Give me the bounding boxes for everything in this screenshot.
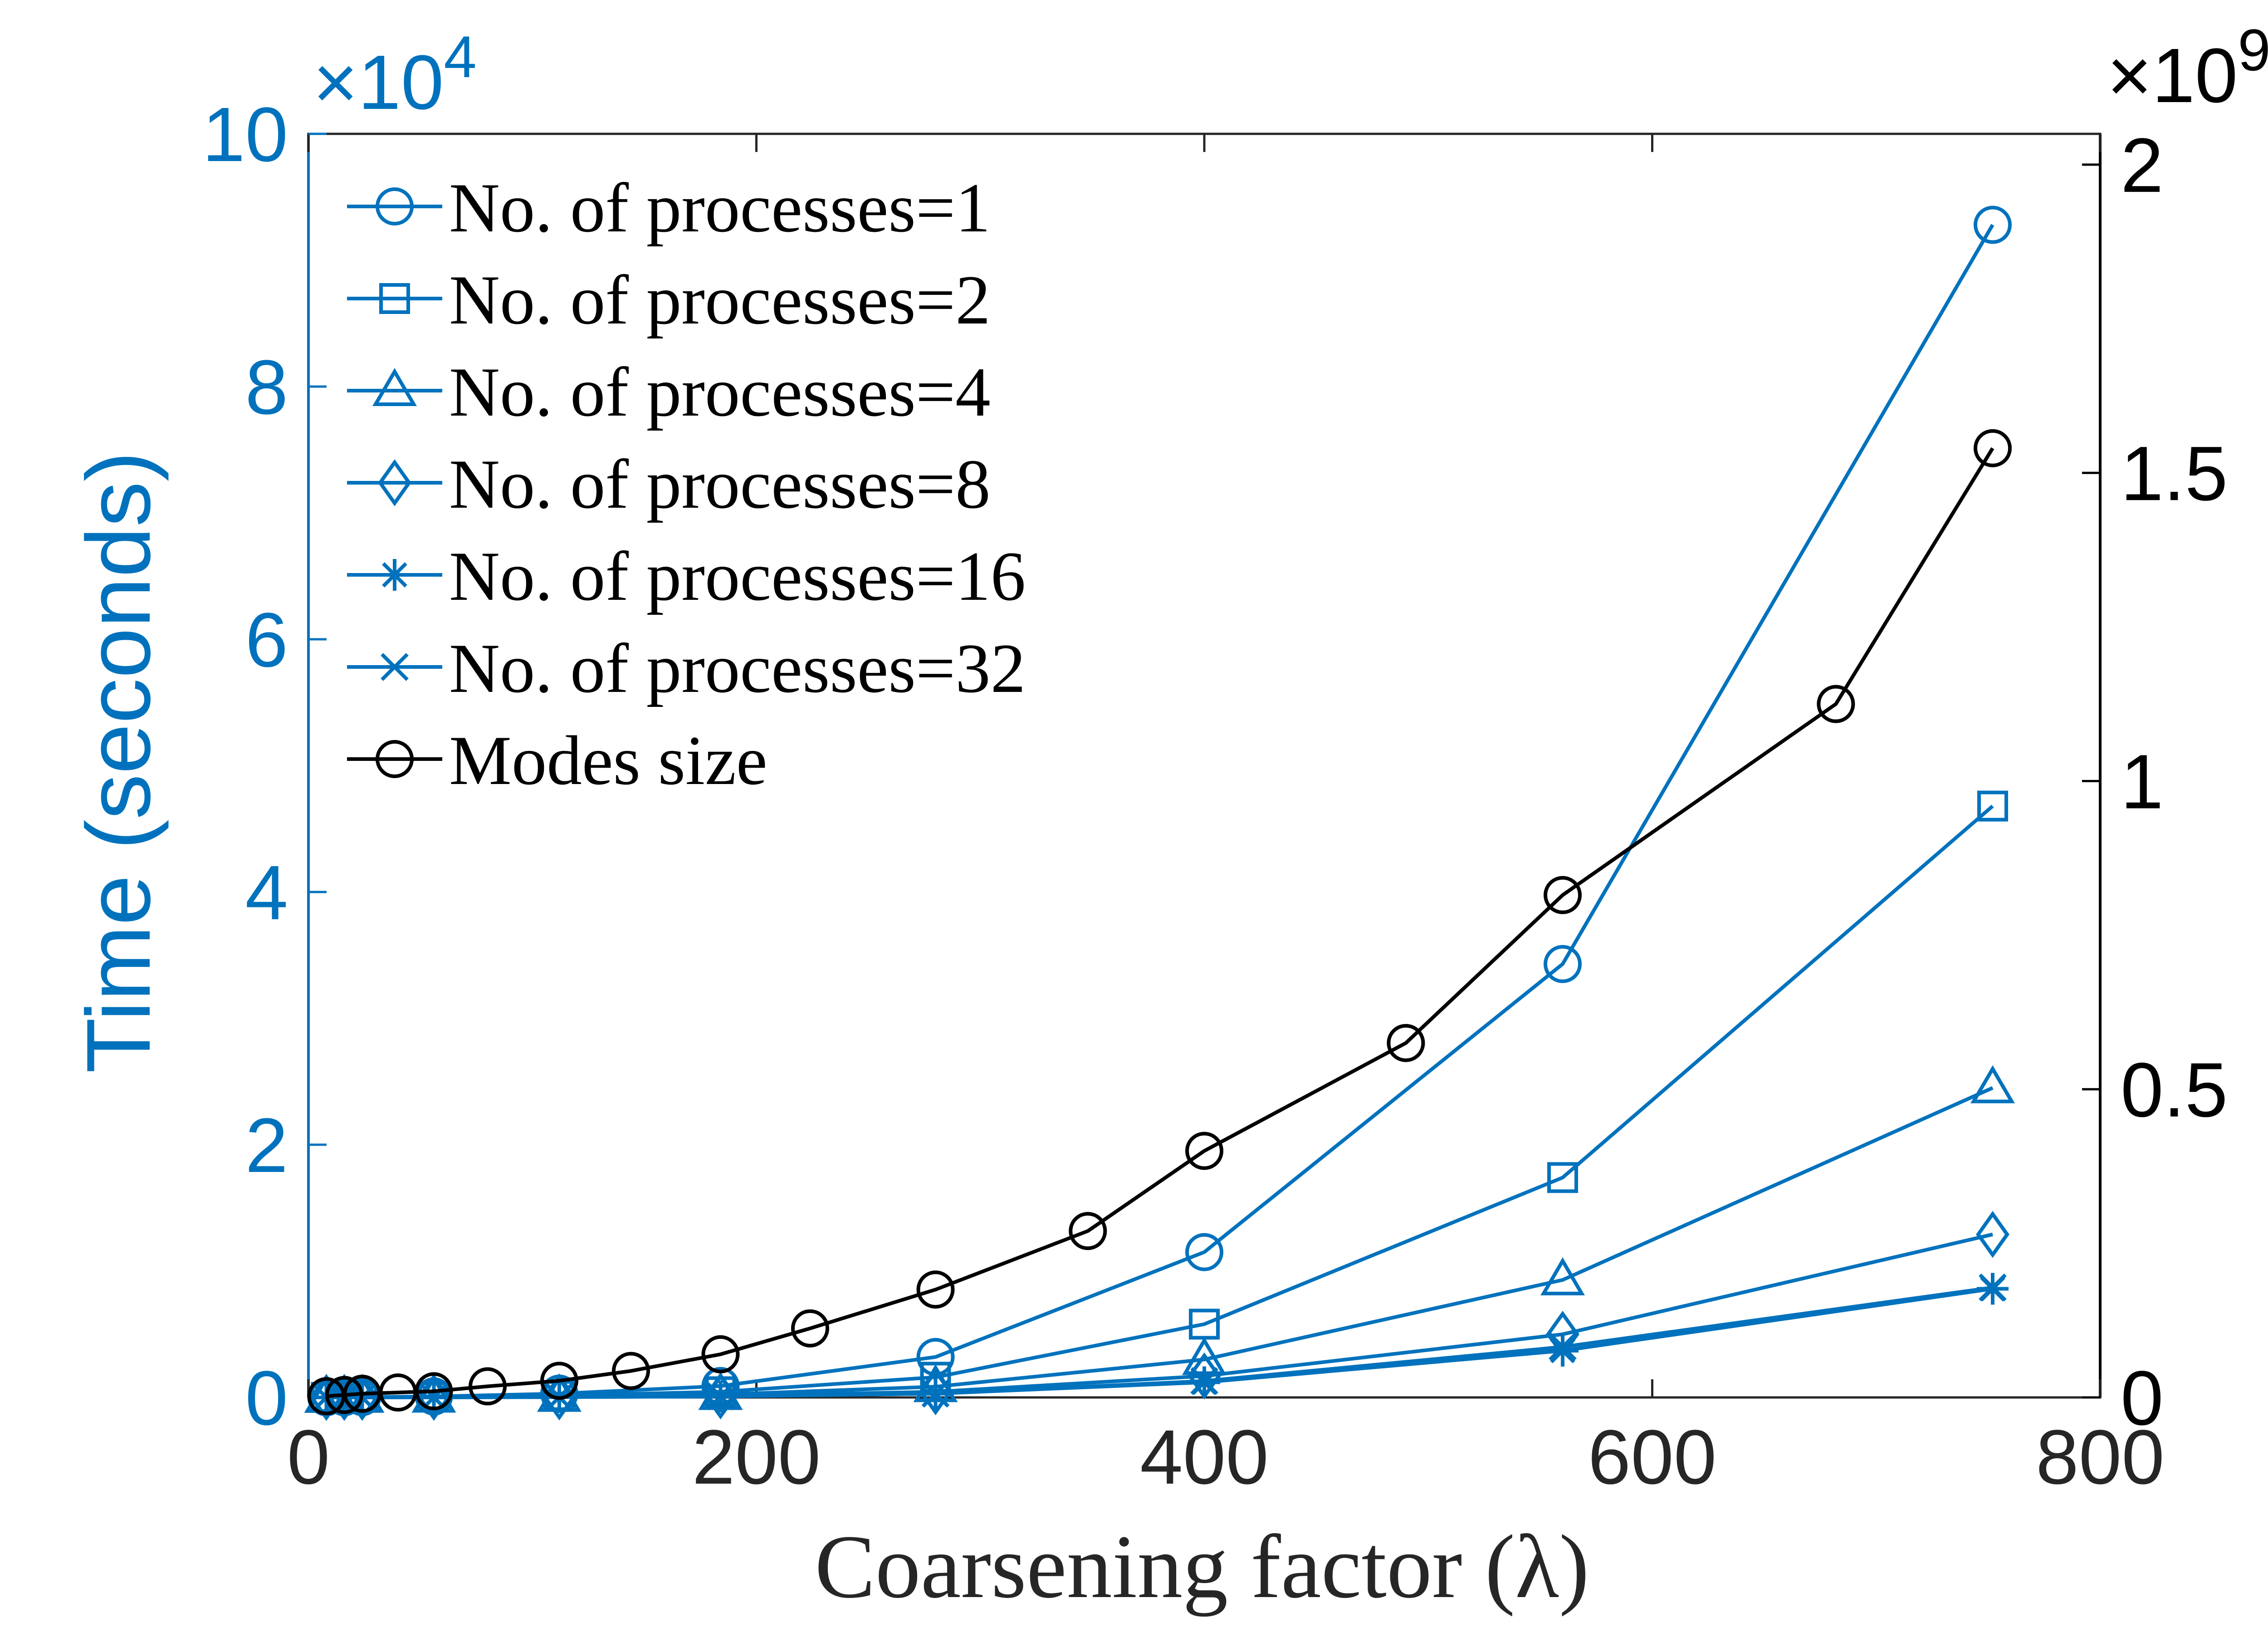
plot-series	[304, 206, 2015, 1421]
y-right-tick-label: 0	[2121, 1355, 2164, 1441]
series-line	[326, 447, 1994, 1398]
data-point	[1190, 1367, 1218, 1395]
data-point	[1540, 1257, 1585, 1295]
y-left-tick-label: 10	[202, 92, 288, 178]
data-point	[1185, 1233, 1223, 1271]
y-right-tick-label: 1	[2121, 739, 2164, 825]
x-axis-label: Coarsening factor (λ)	[815, 1517, 1589, 1617]
data-point	[706, 1382, 735, 1411]
legend-marker	[372, 368, 417, 406]
series-line	[326, 1285, 1993, 1399]
legend-marker	[376, 740, 414, 778]
legend-label: No. of processes=8	[449, 445, 991, 523]
legend-label: Modes size	[449, 721, 767, 799]
series-7	[307, 429, 2012, 1416]
legend-item: Modes size	[347, 721, 767, 799]
data-point	[543, 1373, 576, 1421]
data-point	[1185, 1132, 1223, 1170]
legend-item: No. of processes=1	[347, 169, 991, 247]
data-point	[540, 1362, 578, 1400]
y-left-tick-label: 8	[245, 344, 288, 431]
y-right-axis-label: Modes size (bytes)	[2259, 391, 2268, 1152]
y-right-exponent: ×109	[2107, 17, 2268, 119]
x-tick-label: 200	[692, 1414, 821, 1500]
x-tick-label: 600	[1588, 1414, 1717, 1500]
data-point	[325, 1376, 363, 1414]
y-left-tick-label: 4	[245, 850, 288, 936]
y-right-tick-label: 2	[2121, 123, 2164, 209]
legend-label: No. of processes=4	[449, 353, 991, 431]
data-point	[701, 1335, 740, 1373]
data-point	[916, 1270, 955, 1309]
data-point	[612, 1352, 650, 1390]
legend-item: No. of processes=16	[347, 537, 1026, 615]
data-point	[1974, 206, 2012, 244]
data-point	[469, 1367, 507, 1406]
data-point	[1817, 685, 1855, 723]
legend-label: No. of processes=1	[449, 169, 991, 247]
data-point	[791, 1309, 829, 1348]
data-point	[1549, 1333, 1577, 1361]
legend-marker	[379, 283, 410, 314]
data-point	[1977, 790, 2008, 822]
data-point	[1544, 876, 1582, 914]
x-tick-label: 800	[2036, 1414, 2165, 1500]
data-point	[1544, 945, 1582, 983]
y-right-tick-label: 0.5	[2121, 1047, 2228, 1133]
legend-marker	[376, 187, 414, 225]
data-point	[1979, 1273, 2007, 1302]
legend-label: No. of processes=32	[449, 629, 1026, 707]
x-tick-label: 0	[287, 1414, 330, 1500]
legend-label: No. of processes=2	[449, 261, 991, 339]
data-point	[415, 1372, 453, 1411]
x-tick-label: 400	[1140, 1414, 1269, 1500]
y-left-tick-label: 6	[245, 597, 288, 683]
legend-item: No. of processes=8	[347, 445, 991, 523]
legend-label: No. of processes=16	[449, 537, 1026, 615]
data-point	[1069, 1212, 1107, 1250]
legend-item: No. of processes=2	[347, 261, 991, 339]
data-point	[1547, 1334, 1579, 1367]
legend-marker	[379, 559, 411, 591]
y-left-axis-label: Time (seconds)	[68, 451, 169, 1073]
data-point	[1547, 1162, 1578, 1193]
data-point	[921, 1379, 950, 1408]
legend: No. of processes=1 No. of processes=2 No. …	[347, 169, 1026, 799]
y-left-exponent: ×104	[313, 24, 477, 126]
data-point	[1974, 429, 2012, 467]
legend-marker	[381, 653, 409, 681]
legend-item: No. of processes=32	[347, 629, 1026, 707]
legend-marker	[378, 459, 411, 506]
legend-item: No. of processes=4	[347, 353, 991, 431]
data-point	[1970, 1065, 2015, 1103]
data-point	[1976, 1211, 2009, 1258]
y-left-tick-label: 2	[245, 1103, 288, 1189]
data-point	[1387, 1024, 1425, 1062]
y-right-tick-label: 1.5	[2121, 431, 2228, 517]
y-left-tick-label: 0	[245, 1355, 288, 1441]
